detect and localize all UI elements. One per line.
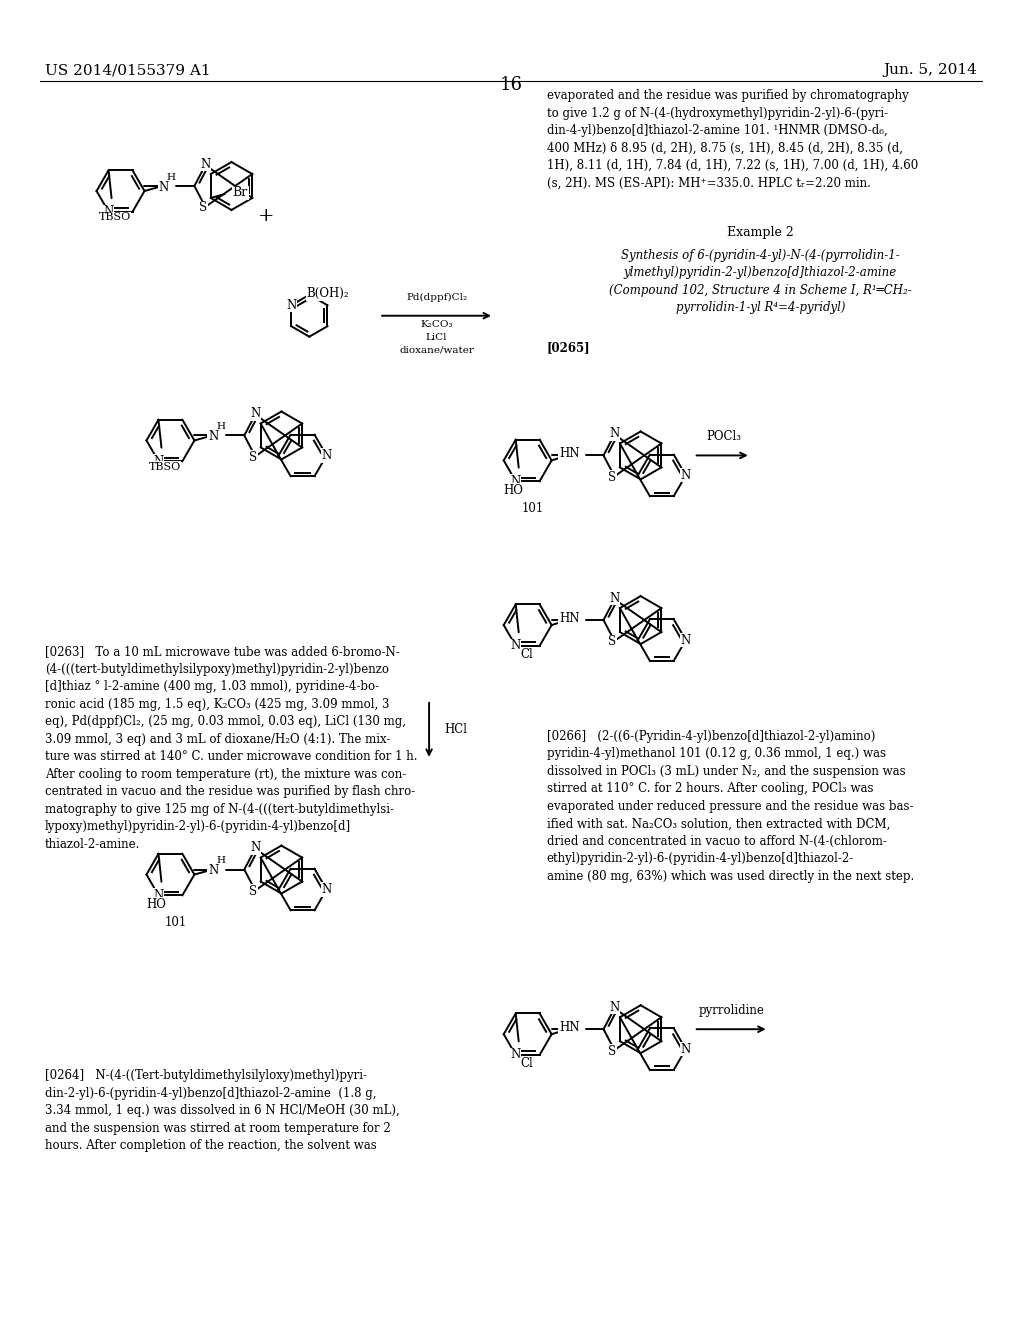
Text: B(OH)₂: B(OH)₂ xyxy=(306,288,349,300)
Text: Br: Br xyxy=(232,186,248,199)
Text: [0264]   N-(4-((Tert-butyldimethylsilyloxy)methyl)pyri-
din-2-yl)-6-(pyridin-4-y: [0264] N-(4-((Tert-butyldimethylsilyloxy… xyxy=(45,1069,399,1152)
Text: evaporated and the residue was purified by chromatography
to give 1.2 g of N-(4-: evaporated and the residue was purified … xyxy=(547,90,919,190)
Text: N: N xyxy=(250,407,260,420)
Text: LiCl: LiCl xyxy=(426,333,447,342)
Text: N: N xyxy=(201,157,211,170)
Text: Synthesis of 6-(pyridin-4-yl)-N-(4-(pyrrolidin-1-
ylmethyl)pyridin-2-yl)benzo[d]: Synthesis of 6-(pyridin-4-yl)-N-(4-(pyrr… xyxy=(609,249,911,314)
Text: S: S xyxy=(249,884,257,898)
Text: Example 2: Example 2 xyxy=(727,226,794,239)
Text: 101: 101 xyxy=(521,502,544,515)
Text: POCl₃: POCl₃ xyxy=(707,430,741,444)
Text: N: N xyxy=(158,181,168,194)
Text: N: N xyxy=(286,298,296,312)
Text: N: N xyxy=(681,634,691,647)
Text: N: N xyxy=(609,428,620,440)
Text: N: N xyxy=(208,430,218,444)
Text: N: N xyxy=(681,1043,691,1056)
Text: pyrrolidine: pyrrolidine xyxy=(698,1005,764,1018)
Text: N: N xyxy=(208,865,218,876)
Text: H: H xyxy=(217,857,226,865)
Text: N: N xyxy=(511,1048,521,1061)
Text: HCl: HCl xyxy=(444,723,467,737)
Text: +: + xyxy=(257,207,273,224)
Text: TBSO: TBSO xyxy=(98,213,131,222)
Text: [0265]: [0265] xyxy=(547,341,591,354)
Text: Jun. 5, 2014: Jun. 5, 2014 xyxy=(883,63,977,78)
Text: S: S xyxy=(608,1044,616,1057)
Text: N: N xyxy=(103,205,114,218)
Text: S: S xyxy=(249,451,257,463)
Text: dioxane/water: dioxane/water xyxy=(399,346,474,355)
Text: K₂CO₃: K₂CO₃ xyxy=(420,319,453,329)
Text: N: N xyxy=(322,883,332,896)
Text: HN: HN xyxy=(559,1020,580,1034)
Text: S: S xyxy=(200,202,208,214)
Text: N: N xyxy=(250,841,260,854)
Text: N: N xyxy=(511,639,521,652)
Text: N: N xyxy=(154,454,164,467)
Text: TBSO: TBSO xyxy=(148,462,180,471)
Text: N: N xyxy=(154,888,164,902)
Text: 16: 16 xyxy=(500,77,522,94)
Text: S: S xyxy=(608,635,616,648)
Text: HN: HN xyxy=(559,611,580,624)
Text: N: N xyxy=(609,591,620,605)
Text: N: N xyxy=(322,449,332,462)
Text: [0263]   To a 10 mL microwave tube was added 6-bromo-N-
(4-(((tert-butyldimethyl: [0263] To a 10 mL microwave tube was add… xyxy=(45,645,418,850)
Text: Cl: Cl xyxy=(520,648,534,661)
Text: US 2014/0155379 A1: US 2014/0155379 A1 xyxy=(45,63,211,78)
Text: Pd(dppf)Cl₂: Pd(dppf)Cl₂ xyxy=(406,293,467,302)
Text: S: S xyxy=(608,471,616,484)
Text: 101: 101 xyxy=(164,916,186,929)
Text: [0266]   (2-((6-(Pyridin-4-yl)benzo[d]thiazol-2-yl)amino)
pyridin-4-yl)methanol : [0266] (2-((6-(Pyridin-4-yl)benzo[d]thia… xyxy=(547,730,914,883)
Text: HN: HN xyxy=(559,447,580,459)
Text: HO: HO xyxy=(504,483,523,496)
Text: H: H xyxy=(217,422,226,432)
Text: N: N xyxy=(609,1001,620,1014)
Text: Cl: Cl xyxy=(520,1057,534,1071)
Text: N: N xyxy=(511,475,521,487)
Text: N: N xyxy=(681,469,691,482)
Text: HO: HO xyxy=(146,898,166,911)
Text: H: H xyxy=(167,173,176,182)
